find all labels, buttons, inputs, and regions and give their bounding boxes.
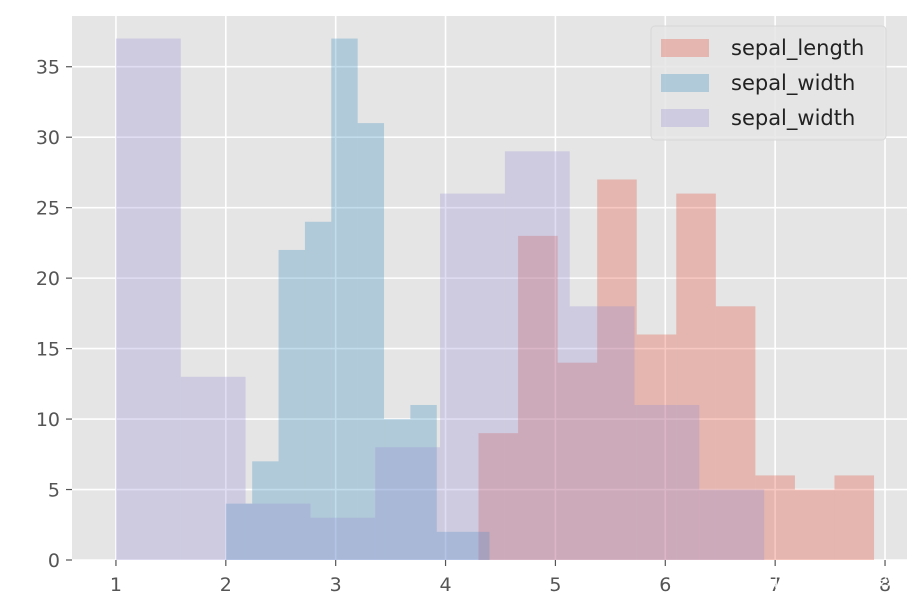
histogram-bar bbox=[597, 179, 637, 560]
histogram-bar bbox=[180, 376, 246, 560]
histogram-bar bbox=[518, 235, 558, 560]
x-tick-label: 8 bbox=[879, 574, 891, 596]
series-0-bars bbox=[478, 179, 875, 560]
histogram-bar bbox=[331, 38, 358, 561]
histogram-bar bbox=[410, 404, 437, 560]
legend: sepal_length sepal_width sepal_width bbox=[650, 25, 887, 141]
y-tick-label: 20 bbox=[36, 268, 60, 290]
histogram-bar bbox=[699, 489, 765, 560]
x-tick-label: 4 bbox=[440, 574, 452, 596]
legend-swatch bbox=[661, 39, 709, 57]
legend-swatch bbox=[661, 74, 709, 92]
watermark-text: 知乎 @恒沙数 bbox=[757, 568, 896, 593]
histogram-bar bbox=[834, 475, 875, 560]
y-tick-label: 15 bbox=[36, 339, 60, 361]
x-tick-label: 1 bbox=[110, 574, 122, 596]
histogram-bar bbox=[636, 334, 677, 560]
histogram-bar bbox=[384, 419, 411, 560]
histogram-bar bbox=[504, 151, 570, 560]
histogram-bar bbox=[357, 123, 385, 560]
histogram-bar bbox=[557, 362, 598, 560]
series-2-bars bbox=[115, 38, 765, 561]
histogram-bar bbox=[569, 306, 635, 560]
legend-label: sepal_width bbox=[731, 71, 855, 96]
y-tick-label: 35 bbox=[36, 57, 60, 79]
x-tick-label: 7 bbox=[769, 574, 781, 596]
legend-swatch bbox=[661, 109, 709, 127]
histogram-bar bbox=[252, 461, 279, 560]
y-tick-label: 5 bbox=[48, 480, 60, 502]
histogram-bar bbox=[715, 306, 756, 560]
histogram-bar bbox=[278, 249, 305, 560]
histogram-bar bbox=[225, 503, 253, 560]
histogram-bar bbox=[463, 531, 490, 560]
histogram-bar bbox=[478, 433, 519, 560]
x-tick-label: 3 bbox=[330, 574, 342, 596]
histogram-bar bbox=[304, 221, 332, 560]
series-1-bars bbox=[225, 38, 490, 561]
histogram-bar bbox=[245, 503, 311, 560]
histogram-bar bbox=[755, 475, 795, 560]
y-axis-ticks: 0 5 10 15 20 25 30 35 bbox=[36, 57, 72, 572]
legend-box bbox=[650, 25, 887, 141]
histogram-bar bbox=[794, 489, 835, 560]
histogram-bar bbox=[440, 193, 505, 560]
legend-label: sepal_width bbox=[731, 106, 855, 131]
y-tick-label: 10 bbox=[36, 409, 60, 431]
y-tick-label: 0 bbox=[48, 550, 60, 572]
histogram-bar bbox=[676, 193, 716, 560]
x-tick-label: 5 bbox=[549, 574, 561, 596]
histogram-bar bbox=[436, 531, 464, 560]
legend-label: sepal_length bbox=[731, 36, 864, 61]
histogram-bar bbox=[310, 517, 376, 560]
y-tick-label: 25 bbox=[36, 198, 60, 220]
x-axis-ticks: 1 2 3 4 5 6 7 8 bbox=[110, 560, 891, 596]
histogram-bar bbox=[115, 38, 181, 561]
x-tick-label: 2 bbox=[220, 574, 232, 596]
histogram-bar bbox=[634, 404, 700, 560]
y-tick-label: 30 bbox=[36, 127, 60, 149]
x-tick-label: 6 bbox=[659, 574, 671, 596]
bars-layer bbox=[115, 38, 875, 561]
histogram-bar bbox=[375, 447, 441, 560]
